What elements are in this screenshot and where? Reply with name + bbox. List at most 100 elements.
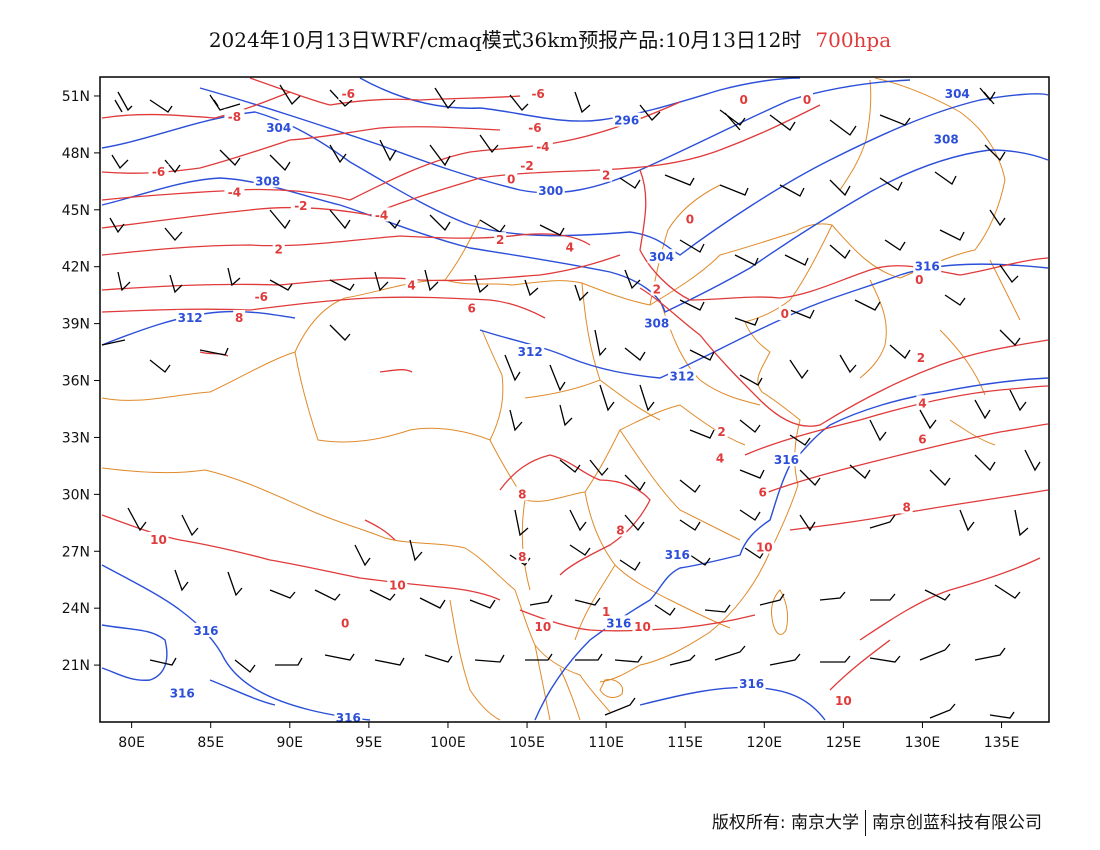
china-east-coast xyxy=(599,224,833,683)
barb xyxy=(944,294,966,306)
isotherm-10-sea xyxy=(859,557,1041,641)
barb xyxy=(354,544,371,567)
isotherm-6-east xyxy=(759,423,1049,496)
barb xyxy=(779,184,805,197)
barb xyxy=(734,317,759,326)
barb xyxy=(429,144,451,167)
pressure-level: 700hpa xyxy=(815,28,892,52)
isotherm-4 xyxy=(101,254,701,336)
temperature-contour-label-bg xyxy=(387,577,408,592)
isotherm-4-east xyxy=(744,385,1049,456)
height-contour-label: 316 xyxy=(915,260,940,274)
barb xyxy=(854,299,881,311)
lat-tick-label: 33N xyxy=(62,430,90,446)
barb xyxy=(734,254,759,266)
lat-tick-label: 27N xyxy=(62,544,90,560)
contour-316-east xyxy=(534,377,1049,721)
temperature-contour-label-bg xyxy=(600,603,613,618)
barb xyxy=(679,479,701,493)
temperature-contour-label-bg xyxy=(916,431,929,446)
barb xyxy=(934,171,957,185)
temperature-contour-label: 10 xyxy=(634,620,651,634)
height-contour-label-bg xyxy=(264,120,293,135)
lat-tick-label: 39N xyxy=(62,317,90,333)
latitude-axis: 51N 48N 45N 42N 39N 36N 33N 30N 27N 24N 21N xyxy=(62,89,100,674)
barb xyxy=(504,354,521,382)
height-contour-label: 316 xyxy=(606,616,631,630)
temperature-contour-label-bg xyxy=(251,289,272,304)
barb xyxy=(999,329,1021,347)
barb xyxy=(869,655,901,663)
barb xyxy=(329,144,347,164)
hainan-outline xyxy=(599,679,624,698)
temperature-contour-label-bg xyxy=(465,300,478,315)
barb xyxy=(689,554,711,566)
barb xyxy=(589,459,609,477)
contour-316-south xyxy=(101,624,168,681)
barb xyxy=(839,354,857,374)
barb xyxy=(574,284,589,302)
barb xyxy=(599,384,615,412)
lat-tick-label: 21N xyxy=(62,658,90,674)
temperature-contour-label: 10 xyxy=(756,540,773,554)
height-contour-label: 316 xyxy=(170,687,195,701)
barb xyxy=(994,584,1021,599)
height-contour-label-bg xyxy=(943,86,972,101)
barb xyxy=(269,279,293,291)
barb xyxy=(989,711,1015,719)
barb xyxy=(719,109,746,131)
temperature-contour-label-bg xyxy=(371,207,392,222)
contour-296 xyxy=(359,77,801,122)
barb xyxy=(559,404,573,427)
temperature-contour-label: 10 xyxy=(150,533,167,547)
temperature-contour-label: -4 xyxy=(375,208,388,222)
temperature-contour-label-bg xyxy=(916,395,929,410)
barb xyxy=(117,271,131,292)
temperature-contour-label: -2 xyxy=(294,199,307,213)
barb xyxy=(959,509,975,532)
barb xyxy=(704,604,731,613)
barb xyxy=(169,274,183,294)
barb xyxy=(574,597,601,606)
contour-316-west xyxy=(101,564,371,721)
barb xyxy=(111,154,129,170)
barb xyxy=(820,655,851,663)
barb xyxy=(109,217,125,234)
barb xyxy=(474,654,505,663)
lon-tick-label: 115E xyxy=(667,735,703,751)
temperature-contour-label-bg xyxy=(683,211,696,226)
barb xyxy=(889,344,911,359)
barb xyxy=(434,87,456,110)
barb xyxy=(219,149,241,167)
barb xyxy=(819,591,846,601)
temperature-contour-label: -2 xyxy=(520,159,533,173)
height-contour-label-bg xyxy=(191,622,220,637)
footer: 版权所有: 南京大学 南京创蓝科技有限公司 xyxy=(712,808,1042,836)
height-contour-label-bg xyxy=(668,368,697,383)
temperature-contour-label: 0 xyxy=(781,307,789,321)
barb xyxy=(919,409,937,430)
contour-304 xyxy=(101,93,1049,256)
barb xyxy=(924,589,951,601)
isotherm-8-east xyxy=(789,489,1049,531)
taiwan-outline xyxy=(771,589,789,635)
barb xyxy=(114,91,133,113)
lon-tick-label: 125E xyxy=(826,735,862,751)
barb xyxy=(624,514,645,532)
temperature-contour-label: 2 xyxy=(496,233,504,247)
barb xyxy=(314,589,341,601)
isotherm-minus2 xyxy=(101,104,821,229)
barb xyxy=(739,509,761,521)
barb xyxy=(604,697,636,716)
barb xyxy=(739,469,765,479)
temperature-contour-label-bg xyxy=(778,306,791,321)
temperature-contour-label: 8 xyxy=(235,311,243,325)
barb xyxy=(829,179,851,197)
height-contour-label: 316 xyxy=(739,677,764,691)
lat-tick-label: 30N xyxy=(62,487,90,503)
lat-tick-label: 42N xyxy=(62,260,90,276)
barb xyxy=(574,91,591,114)
barb xyxy=(714,645,746,661)
barb xyxy=(689,349,715,361)
barb xyxy=(127,507,147,532)
